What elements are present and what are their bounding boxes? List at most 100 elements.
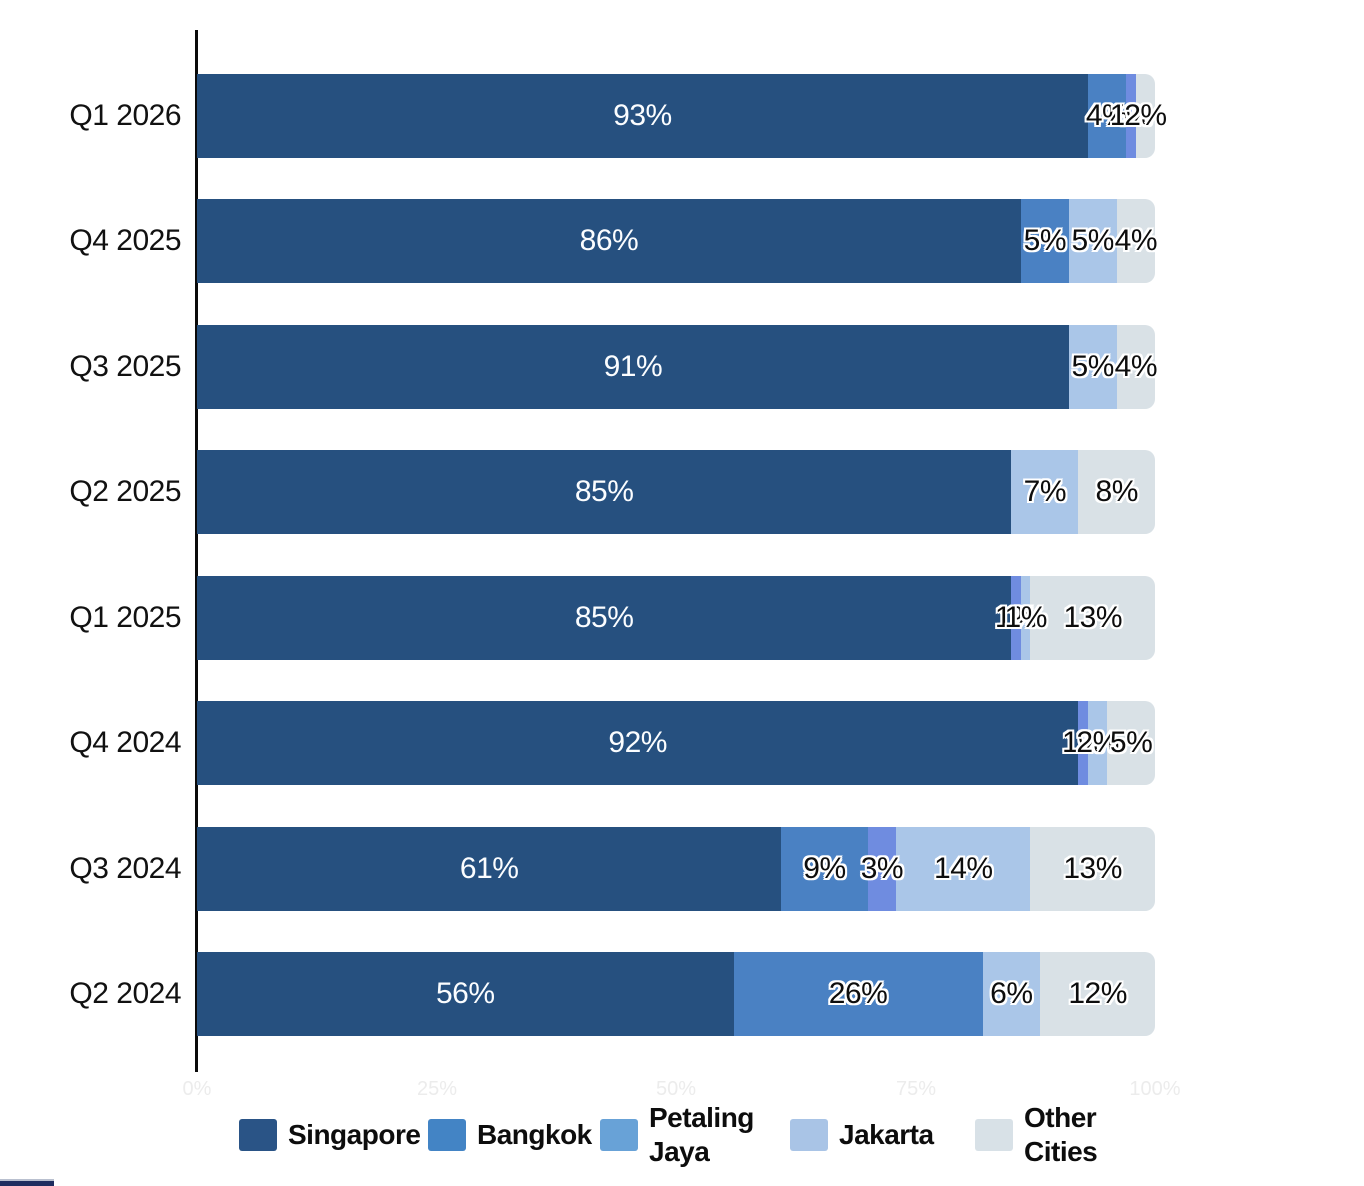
bar-row-q2-2025: Q2 2025 85% 7% 8% xyxy=(0,450,1364,534)
legend-label: Singapore xyxy=(288,1119,421,1151)
segment-jakarta: 5% xyxy=(1068,325,1117,409)
segment-value-label: 1% xyxy=(994,601,1038,634)
segment-value-label: 2% xyxy=(1124,99,1167,132)
bar-row-q4-2025: Q4 2025 86% 5% 5% 4% xyxy=(0,199,1364,283)
segment-bangkok: 5% xyxy=(1020,199,1069,283)
segment-value-label: 7% xyxy=(1023,475,1067,508)
legend-label: Jakarta xyxy=(839,1119,934,1151)
category-label: Q2 2024 xyxy=(69,977,181,1010)
segment-singapore: 61% xyxy=(197,827,782,911)
segment-value-label: 91% xyxy=(603,350,663,383)
category-label: Q4 2025 xyxy=(69,224,181,257)
segment-other-cities: 12% xyxy=(1040,952,1156,1036)
category-label: Q4 2024 xyxy=(69,726,181,759)
bar-row-q4-2024: Q4 2024 92% 1% 2% 5% xyxy=(0,701,1364,785)
legend-item-bangkok: Bangkok xyxy=(428,1118,600,1152)
x-tick-label: 25% xyxy=(416,1078,458,1100)
legend-item-singapore: Singapore xyxy=(239,1118,428,1152)
x-tick-label: 75% xyxy=(895,1078,937,1100)
x-axis-ticks: 0% 25% 50% 75% 100% xyxy=(0,1078,1364,1102)
segment-singapore: 85% xyxy=(197,450,1012,534)
segment-value-label: 85% xyxy=(574,601,634,634)
legend-item-jakarta: Jakarta xyxy=(790,1118,975,1152)
segment-other-cities: 13% xyxy=(1030,576,1155,660)
segment-singapore: 91% xyxy=(197,325,1069,409)
bottom-decor-strip xyxy=(0,1179,54,1186)
bar-row-q3-2025: Q3 2025 91% 5% 4% xyxy=(0,325,1364,409)
segment-value-label: 3% xyxy=(860,852,904,885)
y-axis-line xyxy=(195,30,198,1072)
segment-value-label: 1% xyxy=(1109,99,1153,132)
segment-jakarta: 14% xyxy=(896,827,1031,911)
legend-label: Petaling Jaya xyxy=(649,1102,754,1167)
x-tick-label: 0% xyxy=(182,1078,212,1100)
segment-value-label: 5% xyxy=(1071,350,1115,383)
segment-value-label: 2% xyxy=(1076,726,1119,759)
segment-petaling-jaya: 1% xyxy=(1110,74,1153,158)
legend-item-other-cities: Other Cities xyxy=(975,1101,1215,1168)
segment-bangkok: 26% xyxy=(733,952,983,1036)
segment-value-label: 14% xyxy=(934,852,993,885)
segment-singapore: 86% xyxy=(197,199,1021,283)
segment-jakarta: 6% xyxy=(982,952,1041,1036)
segment-value-label: 92% xyxy=(608,726,667,759)
bar-row-q2-2024: Q2 2024 56% 26% 6% 12% xyxy=(0,952,1364,1036)
segment-petaling-jaya: 1% xyxy=(995,576,1038,660)
segment-value-label: 56% xyxy=(435,977,495,1010)
segment-value-label: 13% xyxy=(1063,852,1122,885)
segment-value-label: 1% xyxy=(1062,726,1105,759)
segment-bangkok: 9% xyxy=(781,827,868,911)
category-label: Q1 2026 xyxy=(69,99,181,132)
segment-value-label: 93% xyxy=(613,99,672,132)
legend-item-petaling-jaya: Petaling Jaya xyxy=(600,1101,790,1168)
segment-petaling-jaya: 1% xyxy=(1062,701,1105,785)
segment-value-label: 5% xyxy=(1109,726,1153,759)
segment-value-label: 4% xyxy=(1114,224,1158,257)
category-label: Q1 2025 xyxy=(69,601,181,634)
segment-value-label: 5% xyxy=(1023,224,1067,257)
legend-label: Other Cities xyxy=(1024,1102,1098,1167)
segment-value-label: 4% xyxy=(1114,350,1158,383)
segment-value-label: 5% xyxy=(1071,224,1115,257)
segment-singapore: 56% xyxy=(197,952,734,1036)
segment-bangkok: 4% xyxy=(1086,74,1129,158)
segment-other-cities: 2% xyxy=(1124,74,1167,158)
segment-value-label: 12% xyxy=(1068,977,1127,1010)
segment-value-label: 85% xyxy=(574,475,634,508)
segment-value-label: 8% xyxy=(1095,475,1139,508)
segment-other-cities: 8% xyxy=(1078,450,1155,534)
segment-singapore: 93% xyxy=(197,74,1088,158)
stacked-bar: 92% 1% 2% 5% xyxy=(197,701,1156,785)
segment-jakarta: 2% xyxy=(1076,701,1119,785)
segment-value-label: 6% xyxy=(990,977,1033,1010)
segment-other-cities: 4% xyxy=(1114,199,1158,283)
legend-label: Bangkok xyxy=(477,1119,592,1151)
legend-swatch-petaling-jaya xyxy=(600,1119,638,1151)
stacked-bar: 91% 5% 4% xyxy=(197,325,1158,409)
segment-value-label: 9% xyxy=(803,852,846,885)
stacked-bar: 61% 9% 3% 14% 13% xyxy=(197,827,1155,911)
stacked-bar: 86% 5% 5% 4% xyxy=(197,199,1158,283)
legend-swatch-singapore xyxy=(239,1119,277,1151)
segment-other-cities: 4% xyxy=(1114,325,1158,409)
x-tick-label: 50% xyxy=(655,1078,697,1100)
stacked-bar: 56% 26% 6% 12% xyxy=(197,952,1156,1036)
segment-value-label: 86% xyxy=(579,224,639,257)
legend-swatch-bangkok xyxy=(428,1119,466,1151)
segment-value-label: 13% xyxy=(1063,601,1123,634)
stacked-bar: 85% 1% 1% 13% xyxy=(197,576,1155,660)
legend-swatch-other-cities xyxy=(975,1119,1013,1151)
segment-other-cities: 5% xyxy=(1107,701,1156,785)
stacked-bar: 93% 4% 1% 2% xyxy=(197,74,1167,158)
segment-singapore: 92% xyxy=(197,701,1079,785)
segment-value-label: 26% xyxy=(828,977,888,1010)
segment-jakarta: 1% xyxy=(1005,576,1047,660)
segment-other-cities: 13% xyxy=(1030,827,1155,911)
bar-row-q1-2025: Q1 2025 85% 1% 1% 13% xyxy=(0,576,1364,660)
segment-value-label: 1% xyxy=(1004,601,1048,634)
segment-jakarta: 7% xyxy=(1011,450,1079,534)
category-label: Q3 2024 xyxy=(69,852,181,885)
segment-petaling-jaya: 3% xyxy=(861,827,904,911)
legend-swatch-jakarta xyxy=(790,1119,828,1151)
